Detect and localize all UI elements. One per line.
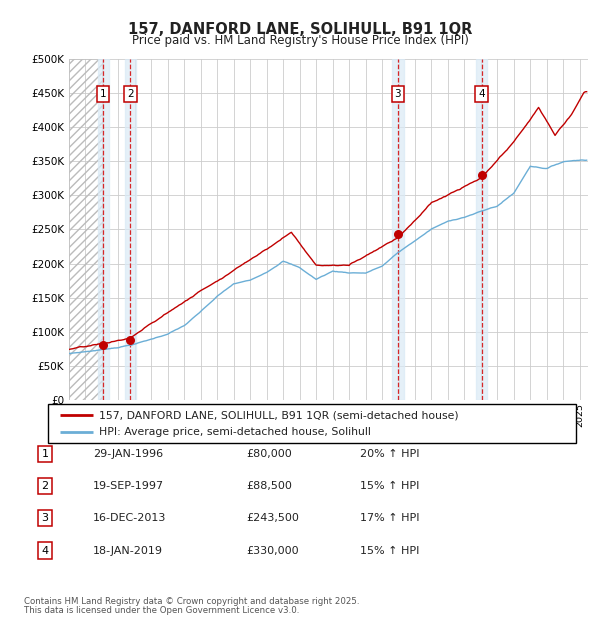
Text: £330,000: £330,000 [246,546,299,556]
Point [98,340,108,350]
Text: Price paid vs. HM Land Registry's House Price Index (HPI): Price paid vs. HM Land Registry's House … [131,34,469,47]
Text: 19-SEP-1997: 19-SEP-1997 [93,481,164,491]
Bar [476,59,487,400]
Text: 157, DANFORD LANE, SOLIHULL, B91 1QR: 157, DANFORD LANE, SOLIHULL, B91 1QR [128,22,472,37]
Text: 4: 4 [41,546,49,556]
Text: £80,000: £80,000 [246,449,292,459]
Bar [69,59,103,400]
Text: £88,500: £88,500 [246,481,292,491]
Text: Contains HM Land Registry data © Crown copyright and database right 2025.: Contains HM Land Registry data © Crown c… [24,597,359,606]
Point [125,335,135,345]
Text: 1: 1 [100,89,107,99]
Text: 2: 2 [41,481,49,491]
Text: 3: 3 [395,89,401,99]
Point [477,170,487,180]
Bar [125,59,136,400]
Bar [98,59,109,400]
Text: £243,500: £243,500 [246,513,299,523]
Text: HPI: Average price, semi-detached house, Solihull: HPI: Average price, semi-detached house,… [99,427,371,437]
Point [393,229,403,239]
Text: 18-JAN-2019: 18-JAN-2019 [93,546,163,556]
Text: 4: 4 [478,89,485,99]
Text: 15% ↑ HPI: 15% ↑ HPI [360,481,419,491]
Bar [392,59,404,400]
Text: 29-JAN-1996: 29-JAN-1996 [93,449,163,459]
Text: 15% ↑ HPI: 15% ↑ HPI [360,546,419,556]
Text: This data is licensed under the Open Government Licence v3.0.: This data is licensed under the Open Gov… [24,606,299,615]
Text: 16-DEC-2013: 16-DEC-2013 [93,513,166,523]
Text: 2: 2 [127,89,134,99]
Text: 20% ↑ HPI: 20% ↑ HPI [360,449,419,459]
Text: 1: 1 [41,449,49,459]
Text: 3: 3 [41,513,49,523]
Text: 17% ↑ HPI: 17% ↑ HPI [360,513,419,523]
Text: 157, DANFORD LANE, SOLIHULL, B91 1QR (semi-detached house): 157, DANFORD LANE, SOLIHULL, B91 1QR (se… [99,410,458,420]
